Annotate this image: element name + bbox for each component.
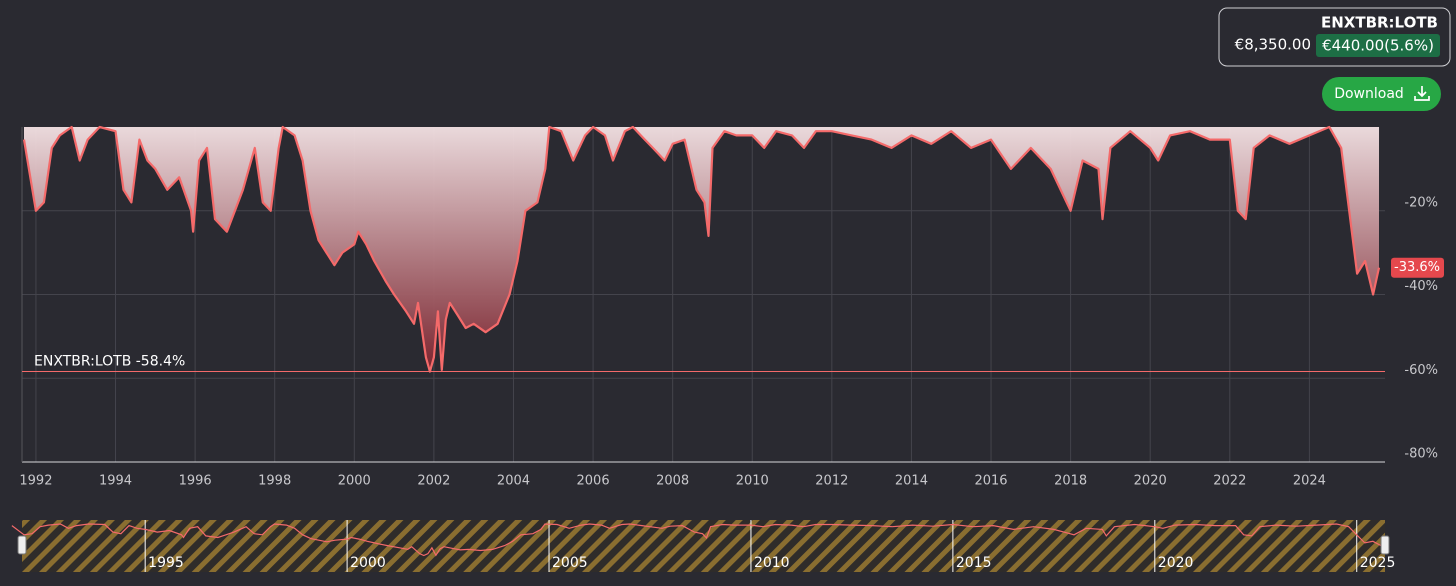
y-tick-label: -20% xyxy=(1404,195,1438,210)
navigator-tick-label: 2010 xyxy=(754,555,790,571)
download-icon[interactable] xyxy=(1414,86,1430,101)
x-tick-label: 2000 xyxy=(338,474,371,489)
x-tick-label: 1992 xyxy=(19,474,52,489)
navigator-line xyxy=(11,523,1388,557)
x-tick-label: 2020 xyxy=(1134,474,1167,489)
y-tick-label: -60% xyxy=(1404,363,1438,378)
x-tick-label: 2006 xyxy=(577,474,610,489)
download-button[interactable] xyxy=(1322,77,1441,111)
line xyxy=(22,125,1381,373)
min-label: ENXTBR:LOTB -58.4% xyxy=(34,354,185,370)
x-tick-label: 2002 xyxy=(417,474,450,489)
y-tick-label: -80% xyxy=(1404,447,1438,462)
change-pill xyxy=(1316,34,1440,57)
area-fill xyxy=(23,127,1380,372)
last-value-badge xyxy=(1391,257,1444,278)
info-box xyxy=(1218,7,1451,67)
price: €8,350.00 xyxy=(1235,36,1311,54)
navigator-tick-label: 1995 xyxy=(148,555,184,571)
last-value-label: -33.6% xyxy=(1394,260,1440,275)
x-tick-label: 2022 xyxy=(1213,474,1246,489)
x-tick-label: 1998 xyxy=(258,474,291,489)
change: €440.00(5.6%) xyxy=(1322,37,1434,55)
x-tick-label: 2024 xyxy=(1293,474,1326,489)
y-tick-label: -40% xyxy=(1404,279,1438,294)
navigator-tick-label: 2025 xyxy=(1360,555,1396,571)
x-tick-label: 2008 xyxy=(656,474,689,489)
x-tick-label: 2010 xyxy=(736,474,769,489)
x-tick-label: 2018 xyxy=(1054,474,1087,489)
navigator-tick-label: 2000 xyxy=(350,555,386,571)
x-tick-label: 1994 xyxy=(99,474,132,489)
x-tick-label: 2014 xyxy=(895,474,928,489)
x-tick-label: 2004 xyxy=(497,474,530,489)
download-label[interactable]: Download xyxy=(1334,86,1404,102)
navigator-tick-label: 2005 xyxy=(552,555,588,571)
navigator-tick-label: 2020 xyxy=(1158,555,1194,571)
navigator-handle[interactable] xyxy=(17,535,27,555)
navigator-handle[interactable] xyxy=(1380,535,1390,555)
symbol: ENXTBR:LOTB xyxy=(1321,14,1438,32)
navigator-tick-label: 2015 xyxy=(956,555,992,571)
x-tick-label: 1996 xyxy=(179,474,212,489)
x-tick-label: 2012 xyxy=(815,474,848,489)
x-tick-label: 2016 xyxy=(974,474,1007,489)
